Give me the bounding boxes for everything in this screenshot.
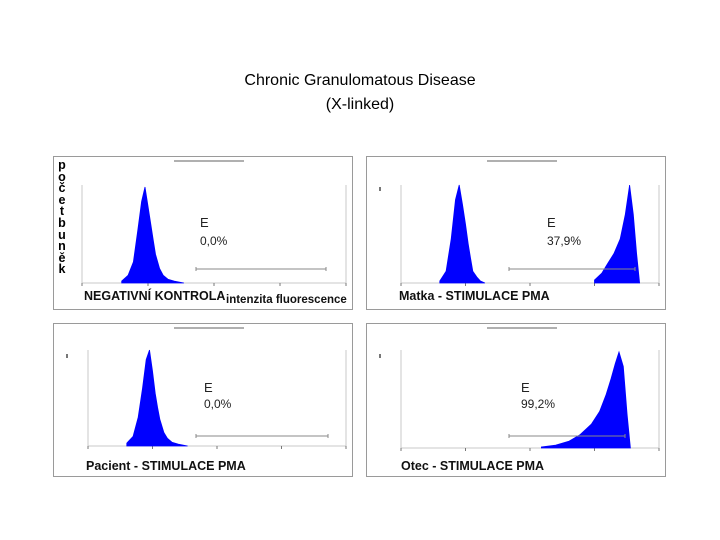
- y-axis-label-vertical: p o č e t b u n ě k: [56, 158, 68, 277]
- gate-label: E: [204, 380, 213, 395]
- panel-title: Pacient - STIMULACE PMA: [86, 459, 246, 473]
- histogram-panel-negative-control: E 0,0% NEGATIVNÍ KONTROLA intenzita fluores…: [53, 156, 353, 310]
- panel-header-text: [174, 160, 244, 162]
- panel-title: NEGATIVNÍ KONTROLA: [84, 288, 225, 303]
- histogram-otec: E 99,2% Otec - STIMULACE PMA: [379, 327, 660, 473]
- gate-percentage: 37,9%: [547, 234, 581, 248]
- y-axis-letter: u: [58, 227, 66, 242]
- gate-percentage: 0,0%: [200, 234, 228, 248]
- panel-title: Matka - STIMULACE PMA: [399, 289, 550, 303]
- y-axis-letter: ě: [58, 250, 66, 265]
- histogram-peak: [126, 349, 188, 447]
- histogram-peak: [439, 184, 486, 284]
- y-axis-letter: b: [58, 215, 66, 230]
- y-axis-letter: o: [58, 169, 66, 184]
- y-axis-letter: p: [58, 158, 66, 172]
- gate-label: E: [547, 215, 556, 230]
- gate-label: E: [521, 380, 530, 395]
- histogram-pacient: E 0,0% Pacient - STIMULACE PMA: [66, 327, 347, 473]
- y-axis-tick: [66, 354, 68, 358]
- y-axis-letter: n: [58, 239, 66, 254]
- gate-percentage: 0,0%: [204, 397, 232, 411]
- y-axis-tick: [379, 354, 381, 358]
- histogram-peak: [594, 184, 641, 284]
- gate-percentage: 99,2%: [521, 397, 555, 411]
- histogram-panel-otec: E 99,2% Otec - STIMULACE PMA: [366, 323, 666, 477]
- y-axis-letter: č: [58, 181, 66, 196]
- slide-title: Chronic Granulomatous Disease: [244, 72, 476, 89]
- histogram-matka: E 37,9% Matka - STIMULACE PMA: [379, 160, 660, 303]
- y-axis-tick: [379, 187, 381, 191]
- histogram-peak: [121, 186, 184, 284]
- y-axis-letter: t: [59, 204, 65, 219]
- histogram-panel-pacient: E 0,0% Pacient - STIMULACE PMA: [53, 323, 353, 477]
- histogram-peak: [541, 350, 631, 449]
- panel-header-text: [487, 160, 557, 162]
- y-axis-letter: k: [58, 262, 66, 277]
- histogram-negative-control: E 0,0% NEGATIVNÍ KONTROLA intenzita fluores…: [81, 160, 347, 306]
- y-axis-letter: e: [58, 192, 66, 207]
- gate-label: E: [200, 215, 209, 230]
- panel-header-text: [174, 327, 244, 329]
- x-axis-label: intenzita fluorescence: [226, 294, 347, 306]
- slide-subtitle: (X-linked): [325, 96, 395, 113]
- panel-title: Otec - STIMULACE PMA: [401, 459, 544, 473]
- histogram-panel-matka: E 37,9% Matka - STIMULACE PMA: [366, 156, 666, 310]
- panel-header-text: [487, 327, 557, 329]
